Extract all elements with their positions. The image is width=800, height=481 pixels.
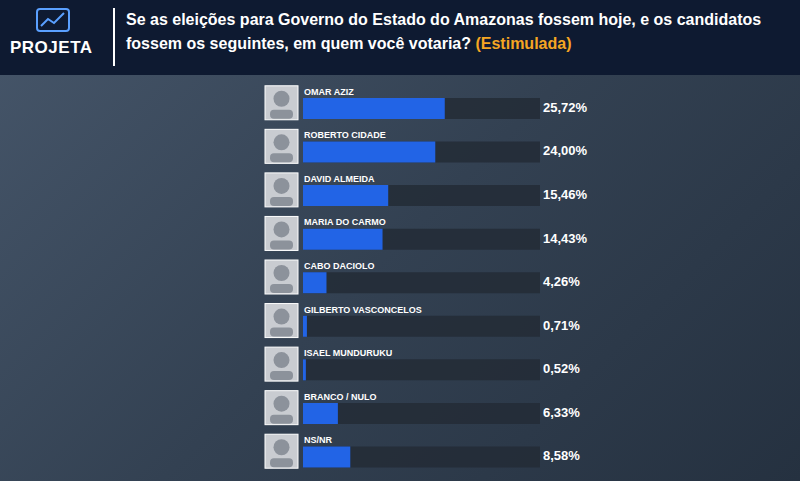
svg-text:0,52%: 0,52% xyxy=(543,361,580,376)
html-text:PROJETA: PROJETA xyxy=(10,38,93,57)
svg-text:ROBERTO CIDADE: ROBERTO CIDADE xyxy=(304,130,386,140)
svg-text:DAVID ALMEIDA: DAVID ALMEIDA xyxy=(304,174,375,184)
svg-text:14,43%: 14,43% xyxy=(543,231,588,246)
svg-text:BRANCO / NULO: BRANCO / NULO xyxy=(304,392,377,402)
svg-text:ISAEL MUNDURUKU: ISAEL MUNDURUKU xyxy=(304,348,392,358)
svg-text:6,33%: 6,33% xyxy=(543,405,580,420)
html-text:Se as eleições para Governo do: Se as eleições para Governo do Estado do… xyxy=(126,11,762,52)
svg-text:25,72%: 25,72% xyxy=(543,100,588,115)
svg-text:OMAR AZIZ: OMAR AZIZ xyxy=(304,87,354,97)
svg-text:MARIA DO CARMO: MARIA DO CARMO xyxy=(304,217,386,227)
svg-text:NS/NR: NS/NR xyxy=(304,435,333,445)
svg-text:CABO DACIOLO: CABO DACIOLO xyxy=(304,261,375,271)
svg-text:0,71%: 0,71% xyxy=(543,318,580,333)
svg-text:4,26%: 4,26% xyxy=(543,274,580,289)
svg-text:GILBERTO VASCONCELOS: GILBERTO VASCONCELOS xyxy=(304,305,422,315)
svg-text:8,58%: 8,58% xyxy=(543,448,580,463)
svg-text:24,00%: 24,00% xyxy=(543,143,588,158)
svg-text:15,46%: 15,46% xyxy=(543,187,588,202)
